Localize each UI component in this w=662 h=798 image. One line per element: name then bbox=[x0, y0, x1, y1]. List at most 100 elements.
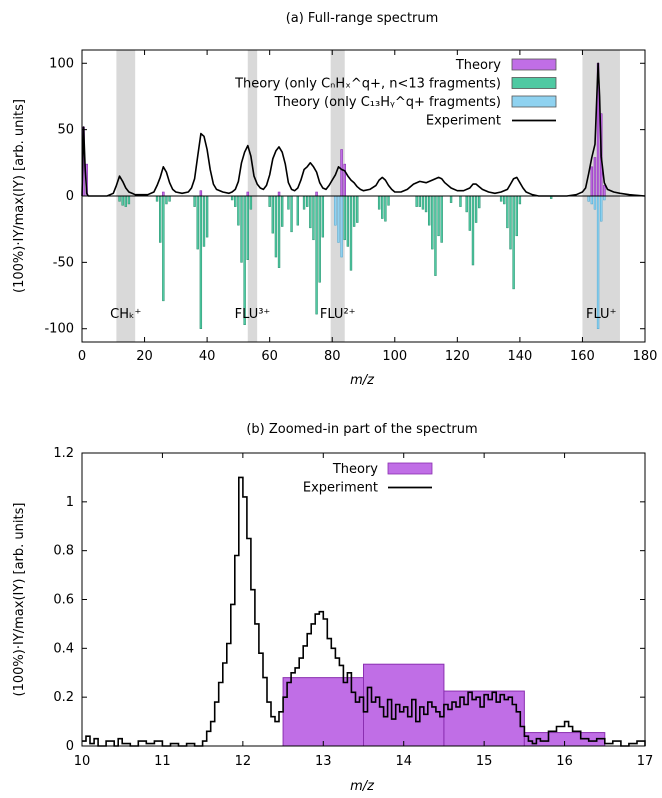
theory-cn-bar bbox=[506, 195, 509, 229]
theory-cn-bar bbox=[503, 195, 506, 205]
x-tick-label: 140 bbox=[507, 349, 532, 364]
x-axis-label: m/z bbox=[350, 779, 375, 794]
y-tick-label: 50 bbox=[57, 123, 74, 138]
theory-cn-bar bbox=[246, 195, 249, 260]
theory-cn-bar bbox=[205, 195, 209, 238]
theory-cn-bar bbox=[474, 195, 478, 223]
x-tick-label: 13 bbox=[315, 754, 332, 769]
x-tick-label: 10 bbox=[74, 754, 91, 769]
x-tick-label: 0 bbox=[78, 349, 86, 364]
x-tick-label: 180 bbox=[633, 349, 658, 364]
theory-cn-bar bbox=[302, 195, 306, 210]
panel-a: (a) Full-range spectrum CHₖ⁺ FLU³⁺ FLU²⁺ FLU… bbox=[12, 11, 657, 388]
theory-cn-bar bbox=[280, 195, 284, 227]
theory-cn-bar bbox=[346, 195, 350, 247]
theory-cn-bar bbox=[509, 195, 512, 250]
theory-cn-bar bbox=[274, 195, 278, 258]
theory-cn-bar bbox=[415, 195, 418, 207]
y-axis-label: (100%)·IY/max(IY) [arb. units] bbox=[12, 99, 27, 293]
theory-bar bbox=[162, 191, 165, 197]
theory-bar bbox=[315, 191, 318, 197]
y-tick-label: 0.2 bbox=[53, 690, 74, 705]
theory-cn-bar bbox=[321, 195, 325, 238]
theory-cn-bar bbox=[352, 195, 356, 227]
theory-c13-bar bbox=[340, 195, 343, 258]
x-tick-label: 20 bbox=[136, 349, 153, 364]
theory-cn-bar bbox=[315, 195, 318, 315]
theory-cn-bar bbox=[468, 195, 472, 231]
legend-label: Experiment bbox=[303, 481, 378, 496]
x-tick-label: 100 bbox=[382, 349, 407, 364]
y-tick-label: 0.8 bbox=[53, 544, 74, 559]
theory-cn-bar bbox=[515, 195, 518, 237]
panel-a-legend: Theory Theory (only CₙHₓ^q+, n<13 fragmen… bbox=[234, 58, 557, 129]
theory-cn-bar bbox=[421, 195, 425, 210]
theory-cn-bar bbox=[165, 195, 168, 205]
theory-cn-bar bbox=[202, 195, 206, 247]
theory-c13-bar bbox=[334, 195, 337, 226]
theory-cn-bar bbox=[424, 195, 428, 213]
legend-swatch bbox=[387, 462, 433, 475]
theory-cn-bar bbox=[478, 195, 481, 209]
theory-cn-bar bbox=[159, 195, 162, 243]
region-label: CHₖ⁺ bbox=[110, 307, 141, 322]
y-tick-label: 1 bbox=[66, 495, 74, 510]
theory-cn-bar bbox=[512, 195, 515, 290]
legend-label: Experiment bbox=[426, 114, 501, 129]
region-label: FLU⁺ bbox=[586, 307, 616, 322]
x-tick-label: 16 bbox=[556, 754, 573, 769]
theory-cn-bar bbox=[356, 195, 359, 223]
theory-cn-bar bbox=[230, 195, 234, 201]
x-tick-label: 17 bbox=[637, 754, 654, 769]
theory-cn-bar bbox=[196, 195, 199, 250]
y-axis-label: (100%)·IY/max(IY) [arb. units] bbox=[12, 503, 27, 697]
theory-cn-bar bbox=[168, 195, 171, 202]
theory-cn-bar bbox=[312, 195, 315, 241]
region-label: FLU³⁺ bbox=[235, 307, 271, 322]
panel-a-title: (a) Full-range spectrum bbox=[286, 11, 439, 26]
legend-label: Theory (only CₙHₓ^q+, n<13 fragments) bbox=[234, 77, 501, 92]
theory-cn-bar bbox=[431, 195, 434, 250]
theory-bar bbox=[277, 191, 281, 197]
theory-bar bbox=[340, 149, 343, 197]
x-tick-label: 40 bbox=[199, 349, 216, 364]
theory-cn-bar bbox=[377, 195, 381, 210]
theory-c13-bar bbox=[600, 195, 603, 222]
theory-cn-bar bbox=[271, 195, 274, 234]
theory-cn-bar bbox=[343, 195, 346, 241]
panel-b-legend: Theory Experiment bbox=[303, 462, 433, 496]
theory-cn-bar bbox=[296, 195, 300, 226]
theory-cn-bar bbox=[162, 195, 165, 302]
theory-cn-bar bbox=[290, 195, 293, 233]
theory-cn-bar bbox=[427, 195, 431, 226]
theory-cn-bar bbox=[306, 195, 309, 207]
theory-cn-bar bbox=[471, 195, 475, 266]
x-axis-label: m/z bbox=[350, 373, 375, 388]
theory-cn-bar bbox=[449, 195, 453, 203]
theory-bar bbox=[603, 185, 606, 197]
theory-bar bbox=[343, 163, 346, 197]
y-tick-label: 0 bbox=[66, 739, 74, 754]
theory-cn-bar bbox=[193, 195, 196, 207]
y-tick-label: 100 bbox=[49, 56, 74, 71]
theory-bar bbox=[363, 663, 445, 747]
theory-cn-bar bbox=[249, 195, 253, 210]
theory-cn-bar bbox=[465, 195, 468, 213]
theory-bar bbox=[590, 166, 594, 197]
theory-cn-bar bbox=[381, 195, 384, 219]
theory-bar bbox=[282, 677, 365, 747]
y-tick-label: 0.4 bbox=[53, 641, 74, 656]
theory-cn-bar bbox=[118, 195, 121, 202]
theory-c13-bar bbox=[587, 195, 590, 202]
theory-cn-bar bbox=[434, 195, 437, 276]
y-tick-label: 1.2 bbox=[53, 446, 74, 461]
theory-cn-bar bbox=[387, 195, 390, 206]
theory-cn-bar bbox=[440, 195, 443, 243]
x-tick-label: 160 bbox=[570, 349, 595, 364]
theory-cn-bar bbox=[121, 195, 124, 206]
x-tick-label: 11 bbox=[154, 754, 171, 769]
x-tick-label: 14 bbox=[395, 754, 412, 769]
theory-bar bbox=[246, 191, 250, 197]
